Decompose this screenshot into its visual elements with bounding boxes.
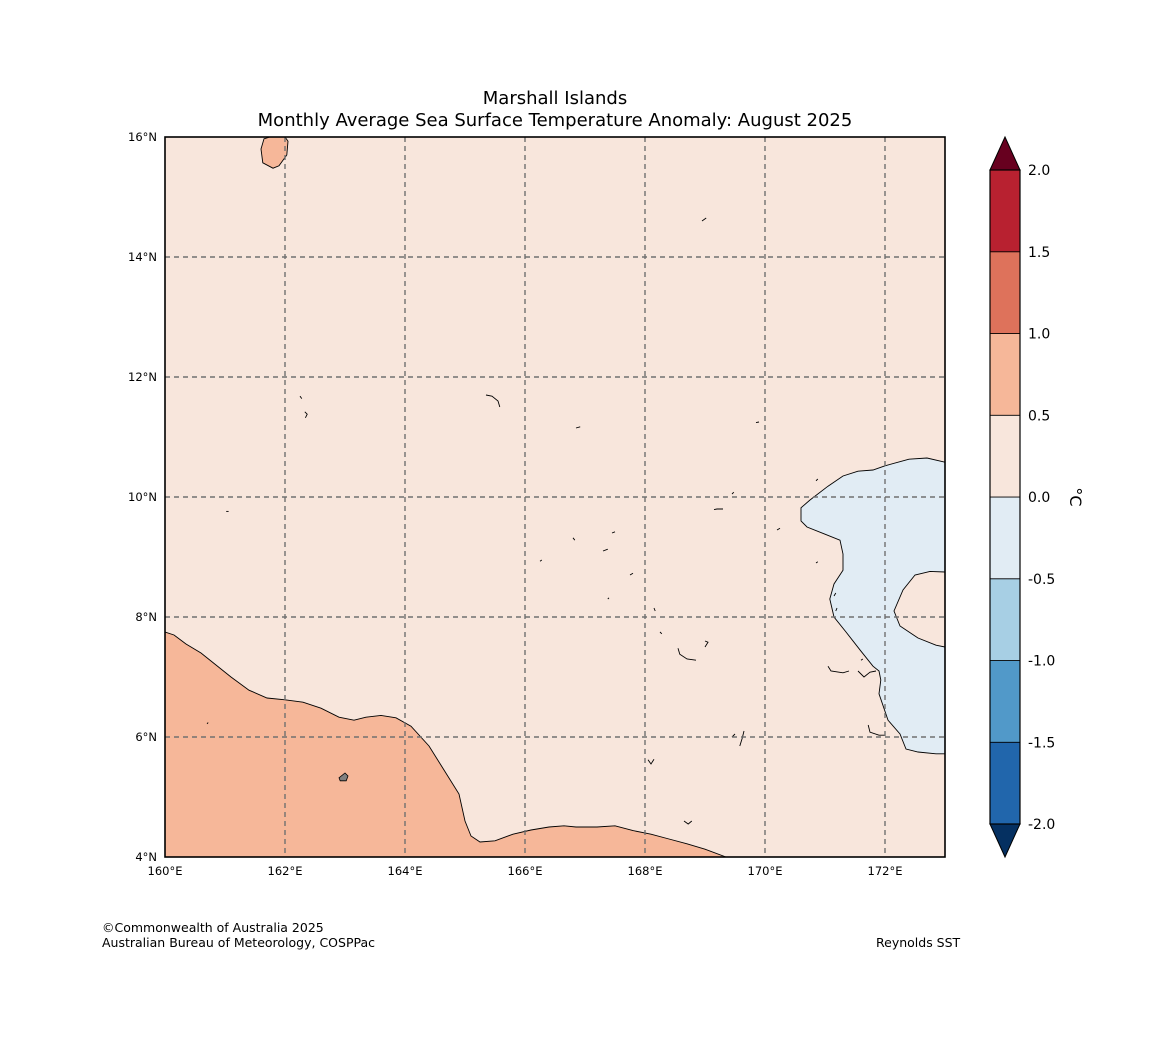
colorbar-extend-min xyxy=(989,823,1021,859)
lat-tick-label: 6°N xyxy=(135,730,157,744)
lat-tick-label: 8°N xyxy=(135,610,157,624)
atoll-outline xyxy=(539,559,543,562)
colorbar-bin xyxy=(989,496,1021,580)
atoll-outline xyxy=(611,531,616,534)
chart-subtitle: Monthly Average Sea Surface Temperature … xyxy=(257,110,853,131)
map-frame xyxy=(164,136,946,858)
atoll-outline xyxy=(857,670,877,678)
colorbar-extend-max xyxy=(989,135,1021,171)
atoll-outline xyxy=(713,508,723,511)
atoll-outline xyxy=(776,527,781,531)
atoll-outline xyxy=(815,561,819,564)
chart-title: Marshall Islands xyxy=(482,88,628,109)
lon-tick-label: 162°E xyxy=(268,864,303,878)
colorbar-frame xyxy=(989,169,1021,825)
atoll-outline xyxy=(653,607,656,612)
atoll-outline xyxy=(602,548,608,552)
atoll-outline xyxy=(659,631,663,635)
atoll-outline xyxy=(607,597,610,600)
atoll-outline xyxy=(485,394,501,408)
island-outline xyxy=(338,772,349,782)
colorbar-tick-label: -2.0 xyxy=(1028,817,1055,833)
colorbar-bin xyxy=(989,169,1021,253)
atoll-outline xyxy=(683,820,693,825)
colorbar-bin xyxy=(989,578,1021,661)
atoll-outline xyxy=(647,758,655,765)
colorbar-tick-label: 0.5 xyxy=(1028,408,1050,424)
map-area: 160°E 162°E 164°E 166°E 168°E 170°E 172°E 4°N 6°… xyxy=(128,130,946,878)
anomaly-region xyxy=(800,457,945,755)
lat-tick-label: 10°N xyxy=(128,490,157,504)
colorbar-unit-label: °C xyxy=(1066,487,1085,506)
atoll-outline xyxy=(755,421,760,424)
atoll-outline xyxy=(206,722,209,725)
atoll-outline xyxy=(677,648,697,661)
atoll-outline xyxy=(701,217,707,222)
atoll-outline xyxy=(299,395,303,399)
lat-tick-label: 16°N xyxy=(128,130,157,144)
copyright-text: ©Commonwealth of Australia 2025 xyxy=(102,920,324,935)
atoll-outline xyxy=(827,665,850,674)
atoll-outline xyxy=(304,411,308,419)
lon-tick-label: 160°E xyxy=(148,864,183,878)
lat-tick-label: 14°N xyxy=(128,250,157,264)
colorbar-bin xyxy=(989,660,1021,743)
colorbar-tick-label: 0.0 xyxy=(1028,490,1050,506)
atoll-outline xyxy=(815,478,819,482)
lon-tick-label: 164°E xyxy=(388,864,423,878)
atoll-outline xyxy=(629,572,634,576)
atoll-outline xyxy=(867,724,885,736)
colorbar-bin xyxy=(989,333,1021,416)
colorbar-tick-label: -0.5 xyxy=(1028,572,1055,588)
atoll-outline xyxy=(739,730,745,747)
lon-tick-label: 168°E xyxy=(628,864,663,878)
lon-tick-label: 172°E xyxy=(868,864,903,878)
atoll-outline xyxy=(833,592,837,597)
colorbar-tick-label: -1.0 xyxy=(1028,654,1055,670)
lon-tick-label: 166°E xyxy=(508,864,543,878)
colorbar-tick-label: 1.0 xyxy=(1028,327,1050,343)
colorbar: -2.0 -1.5 -1.0 -0.5 0.0 0.5 1.0 1.5 2.0 °C xyxy=(989,135,1085,859)
colorbar-tick-label: -1.5 xyxy=(1028,735,1055,751)
colorbar-tick-label: 1.5 xyxy=(1028,245,1050,261)
atoll-outline xyxy=(572,537,576,541)
anomaly-region xyxy=(260,137,289,169)
colorbar-bin xyxy=(989,251,1021,334)
colorbar-bin xyxy=(989,414,1021,498)
lat-tick-label: 4°N xyxy=(135,850,157,864)
atoll-outline xyxy=(731,491,735,495)
agency-text: Australian Bureau of Meteorology, COSPPa… xyxy=(102,935,375,950)
atoll-outline xyxy=(575,426,581,429)
lon-tick-label: 170°E xyxy=(748,864,783,878)
lat-tick-label: 12°N xyxy=(128,370,157,384)
atoll-outline xyxy=(704,640,709,648)
colorbar-bin xyxy=(989,741,1021,825)
data-source-text: Reynolds SST xyxy=(876,935,961,950)
atoll-outline xyxy=(835,607,838,612)
atoll-outline xyxy=(860,658,864,661)
colorbar-tick-label: 2.0 xyxy=(1028,163,1050,179)
